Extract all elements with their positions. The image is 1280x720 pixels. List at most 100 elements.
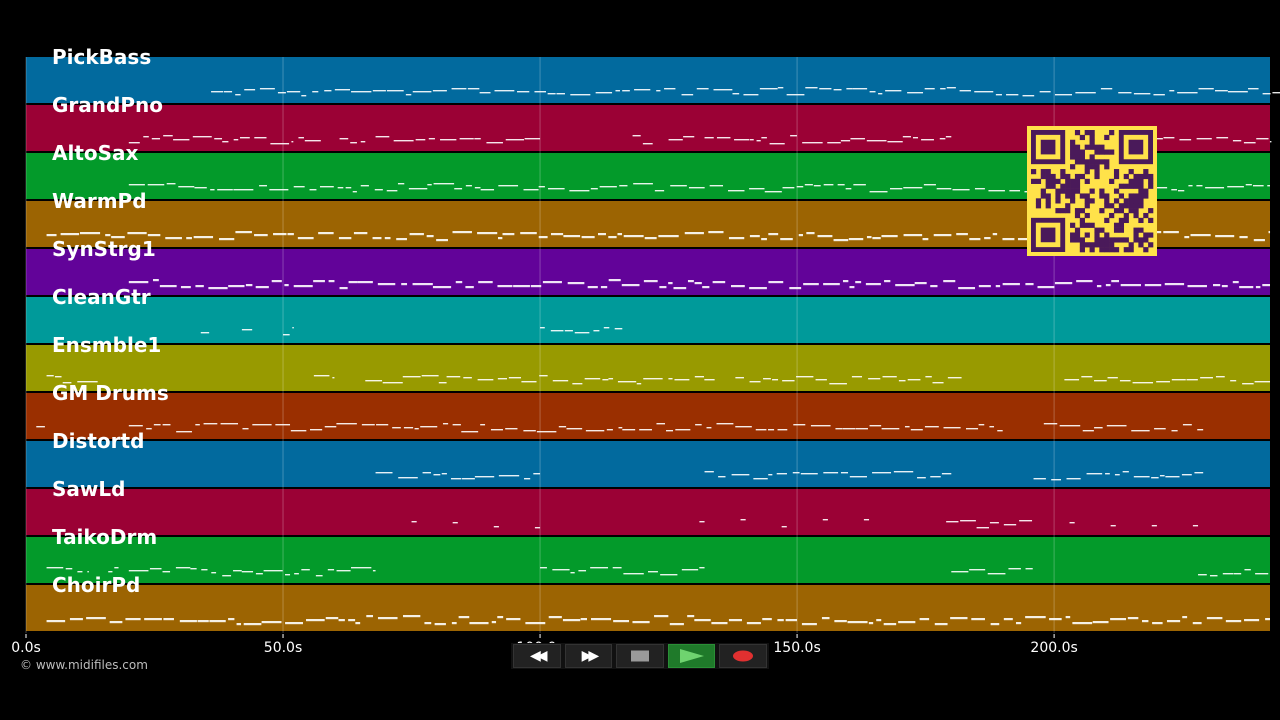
note (548, 616, 562, 619)
qr-module (1094, 237, 1100, 243)
lane-label: PickBass (52, 45, 151, 69)
note (1227, 91, 1248, 93)
qr-module (1109, 242, 1115, 248)
qr-module (1113, 208, 1120, 214)
note (77, 571, 83, 573)
note (162, 424, 171, 426)
note (350, 567, 372, 569)
note (397, 183, 405, 185)
note (810, 425, 831, 427)
note (1269, 141, 1272, 143)
qr-module (1031, 169, 1037, 175)
note (458, 616, 470, 619)
note (497, 285, 513, 288)
qr-module (1109, 130, 1115, 136)
note (1082, 430, 1094, 432)
note (668, 282, 673, 285)
note (878, 93, 883, 95)
qr-module (1070, 193, 1076, 199)
note (270, 143, 290, 145)
qr-module (1118, 227, 1125, 233)
rewind-button[interactable]: ◀◀ (513, 644, 561, 668)
note (173, 139, 190, 141)
note (887, 141, 903, 143)
qr-module (1055, 188, 1061, 194)
qr-module (1084, 169, 1090, 175)
note (214, 138, 223, 140)
note (633, 183, 653, 185)
lane-band (26, 585, 1270, 631)
fast-forward-button[interactable]: ▶▶ (564, 644, 613, 668)
note (694, 619, 711, 622)
qr-module (1084, 232, 1090, 238)
note (357, 281, 373, 284)
qr-module (1128, 242, 1134, 248)
note (842, 428, 856, 430)
qr-module (1138, 178, 1144, 184)
note (600, 286, 608, 289)
note (54, 376, 62, 378)
note (749, 139, 754, 141)
note (922, 238, 929, 241)
note (530, 285, 542, 288)
note (731, 474, 750, 476)
note (1190, 234, 1211, 237)
note (223, 91, 233, 93)
note (309, 189, 317, 191)
note (377, 283, 396, 286)
note (636, 383, 642, 385)
note (1119, 380, 1131, 382)
note (312, 91, 319, 93)
note (556, 93, 566, 95)
qr-module (1084, 130, 1090, 136)
qr-module (1148, 232, 1154, 238)
note (1244, 569, 1251, 571)
qr-module (1074, 154, 1081, 160)
stop-button[interactable] (616, 644, 664, 668)
play-button[interactable] (667, 644, 716, 668)
note (1196, 138, 1212, 140)
note (1065, 616, 1071, 619)
note (233, 139, 239, 141)
qr-module (1104, 247, 1110, 253)
note (969, 569, 986, 571)
note (442, 423, 449, 425)
note (336, 570, 351, 572)
lane-label: ChoirPd (52, 573, 140, 597)
qr-module (1089, 154, 1095, 160)
qr-module (1040, 169, 1046, 175)
note (708, 231, 724, 234)
record-button[interactable] (719, 644, 767, 668)
note (803, 283, 819, 286)
note (608, 378, 614, 380)
note (580, 618, 588, 621)
note (850, 138, 865, 140)
note (660, 574, 678, 576)
note (1003, 618, 1013, 621)
note (802, 142, 823, 144)
note (781, 526, 787, 528)
lane-label: CleanGtr (52, 285, 151, 309)
note (293, 186, 305, 188)
note (497, 378, 508, 380)
qr-module (1079, 193, 1085, 199)
note (755, 429, 767, 431)
note (785, 619, 798, 622)
note (46, 375, 54, 377)
note (603, 327, 610, 329)
note (1200, 377, 1213, 379)
note (932, 382, 944, 384)
note (728, 237, 745, 240)
note (451, 88, 467, 90)
note (176, 431, 192, 433)
note (1152, 622, 1163, 625)
note (1227, 186, 1244, 188)
note (793, 424, 806, 426)
note (190, 568, 197, 570)
note (1262, 284, 1270, 287)
qr-module (1104, 198, 1110, 204)
qr-module (1133, 212, 1139, 219)
note (377, 617, 398, 620)
note (1118, 92, 1132, 94)
lane-label: Distortd (52, 429, 144, 453)
